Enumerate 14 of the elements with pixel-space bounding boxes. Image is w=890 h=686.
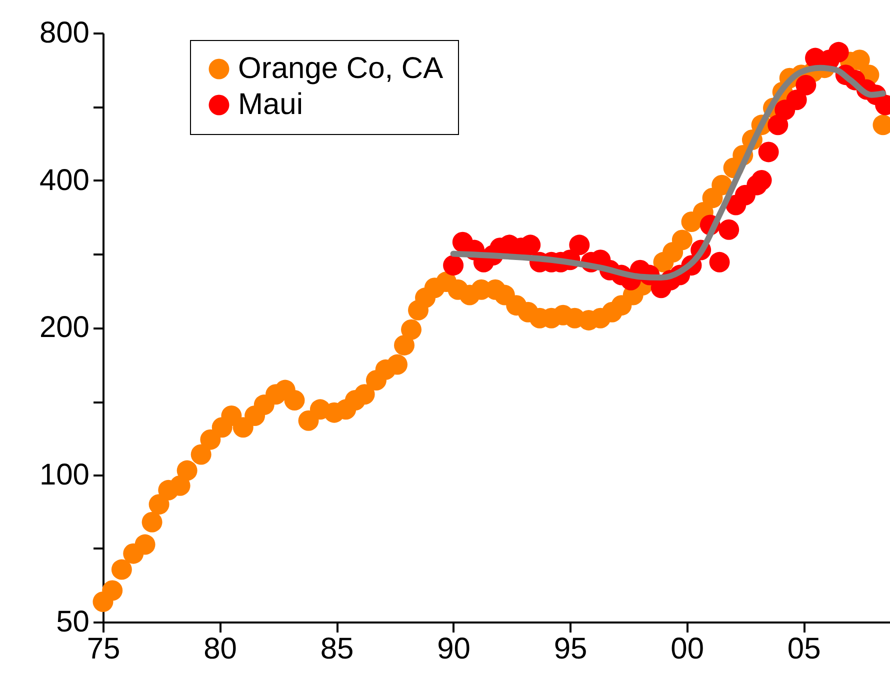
y-tick-label: 50 [56, 606, 90, 638]
x-tick-label: 80 [204, 632, 237, 666]
x-tick-label: 90 [437, 632, 470, 666]
x-tick-label: 00 [670, 632, 704, 666]
y-tick-label: 800 [39, 16, 90, 50]
legend-label: Orange Co, CA [238, 52, 444, 85]
legend-label: Maui [238, 88, 304, 121]
x-tick-label: 85 [320, 632, 354, 666]
y-tick-label: 400 [39, 164, 90, 197]
y-tick-label: 200 [39, 311, 90, 344]
x-tick-label: 05 [787, 632, 821, 666]
x-tick-label: 75 [86, 632, 120, 666]
y-tick-label: 100 [39, 458, 90, 492]
x-tick-label: 95 [554, 632, 588, 666]
